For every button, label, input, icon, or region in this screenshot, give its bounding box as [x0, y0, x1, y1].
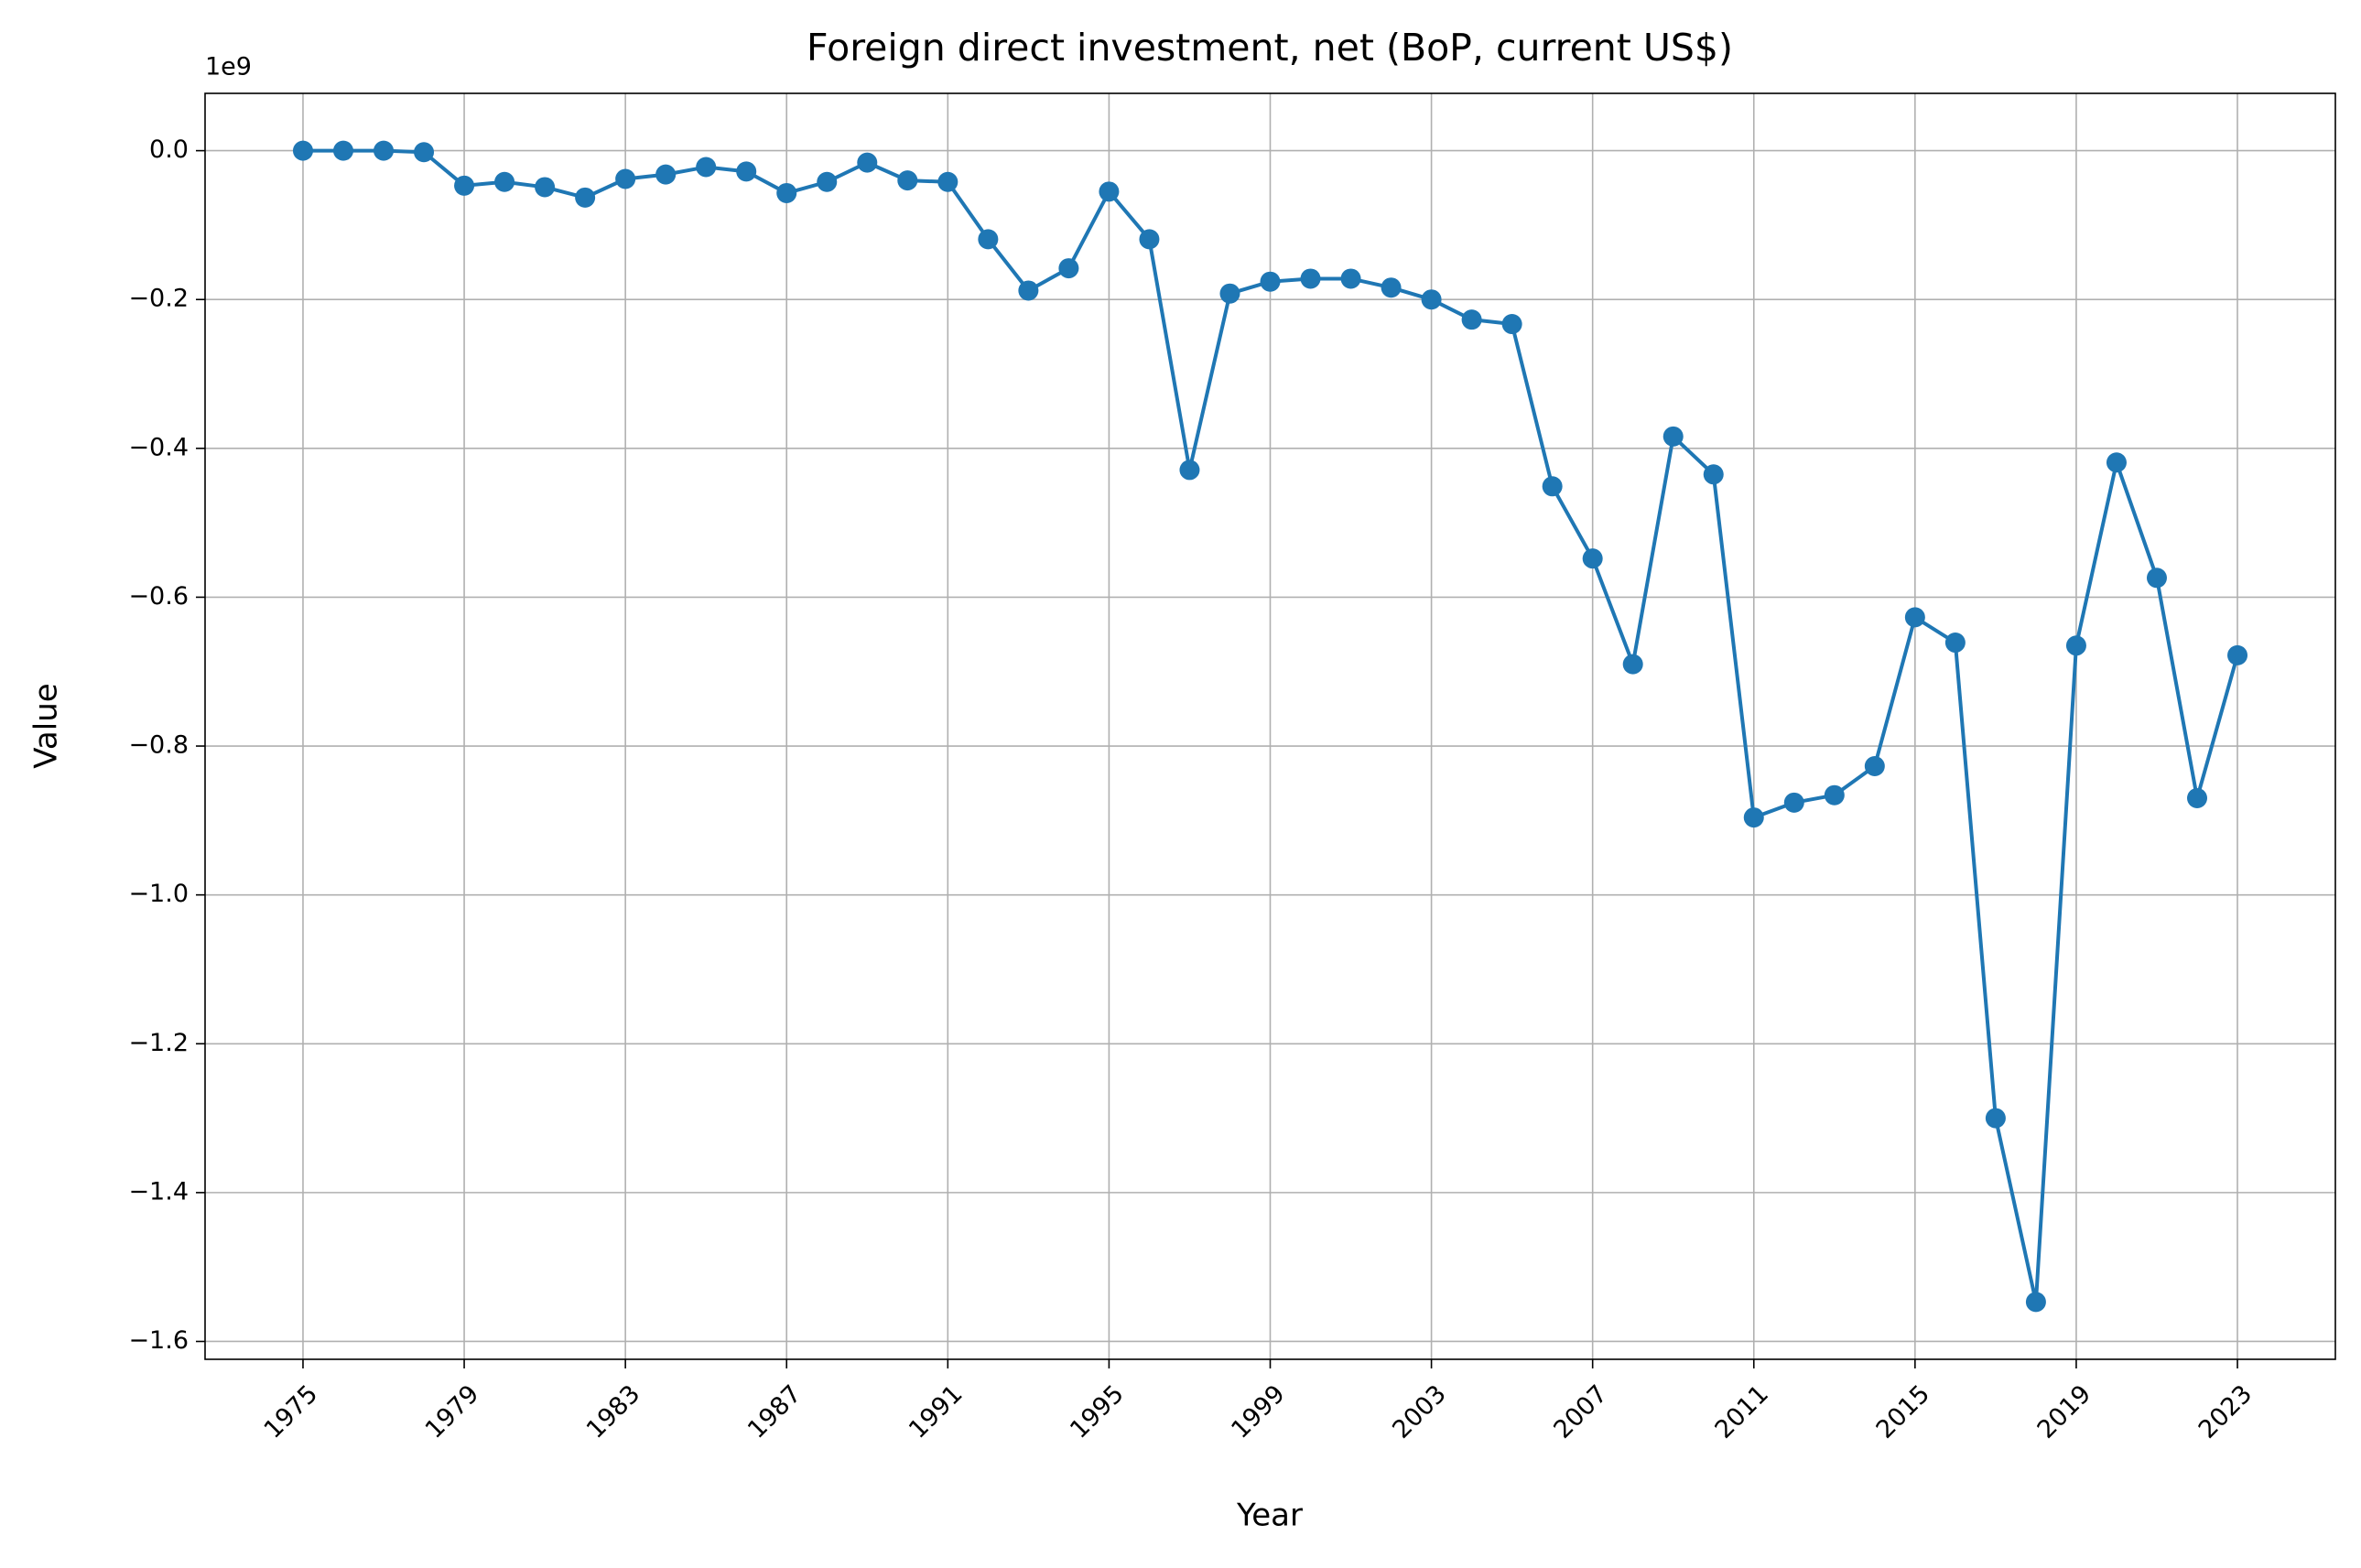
data-point	[1743, 807, 1764, 828]
data-point	[1099, 181, 1120, 202]
data-point	[1381, 277, 1402, 298]
data-point	[615, 168, 636, 189]
data-point	[736, 161, 757, 182]
data-point	[978, 229, 999, 250]
data-point	[2146, 568, 2167, 589]
data-point	[817, 171, 838, 192]
data-point	[857, 152, 878, 173]
y-tick-label: −1.2	[128, 1029, 189, 1057]
y-tick-label: −1.4	[128, 1177, 189, 1206]
data-point	[1944, 633, 1966, 654]
data-point	[575, 187, 596, 208]
data-point	[1783, 792, 1804, 813]
data-point	[2065, 635, 2086, 656]
data-point	[1542, 476, 1563, 497]
data-point	[2025, 1292, 2046, 1313]
data-point	[1179, 460, 1200, 481]
data-point	[1904, 607, 1925, 628]
y-tick-label: −1.6	[128, 1326, 189, 1355]
y-tick-label: −0.8	[128, 731, 189, 760]
data-point	[1421, 289, 1442, 310]
data-point	[1662, 426, 1684, 447]
data-point	[1501, 314, 1522, 335]
chart-title: Foreign direct investment, net (BoP, cur…	[807, 26, 1733, 70]
data-point	[696, 157, 717, 178]
data-point	[1058, 258, 1079, 279]
data-point	[1985, 1108, 2006, 1129]
data-point	[1824, 784, 1845, 806]
data-point	[1219, 283, 1240, 304]
y-axis-label: Value	[28, 683, 65, 768]
y-tick-label: −0.2	[128, 285, 189, 313]
y-tick-label: 0.0	[149, 135, 189, 164]
data-point	[1703, 464, 1724, 485]
data-point	[776, 182, 797, 203]
data-point	[937, 171, 958, 192]
data-point	[2106, 452, 2127, 473]
y-tick-label: −0.4	[128, 433, 189, 461]
data-point	[374, 140, 395, 161]
data-point	[1340, 268, 1361, 289]
data-point	[1622, 654, 1643, 675]
data-point	[1300, 268, 1321, 289]
data-point	[332, 140, 353, 161]
data-point	[454, 175, 475, 196]
data-point	[292, 140, 313, 161]
y-tick-label: −1.0	[128, 880, 189, 908]
data-point	[2187, 787, 2208, 808]
data-point	[494, 171, 515, 192]
x-axis-label: Year	[1236, 1498, 1303, 1534]
data-point	[1018, 280, 1039, 301]
data-point	[1461, 309, 1482, 330]
y-offset-label: 1e9	[205, 53, 252, 81]
data-point	[535, 177, 556, 198]
data-point	[1260, 271, 1281, 292]
data-point	[1582, 548, 1603, 569]
plot-frame	[204, 92, 2336, 1360]
data-point	[2227, 644, 2248, 665]
data-point	[897, 170, 918, 191]
data-point	[1864, 755, 1885, 776]
data-point	[1139, 229, 1160, 250]
data-point	[655, 164, 677, 185]
data-point	[414, 142, 435, 163]
y-tick-label: −0.6	[128, 582, 189, 611]
